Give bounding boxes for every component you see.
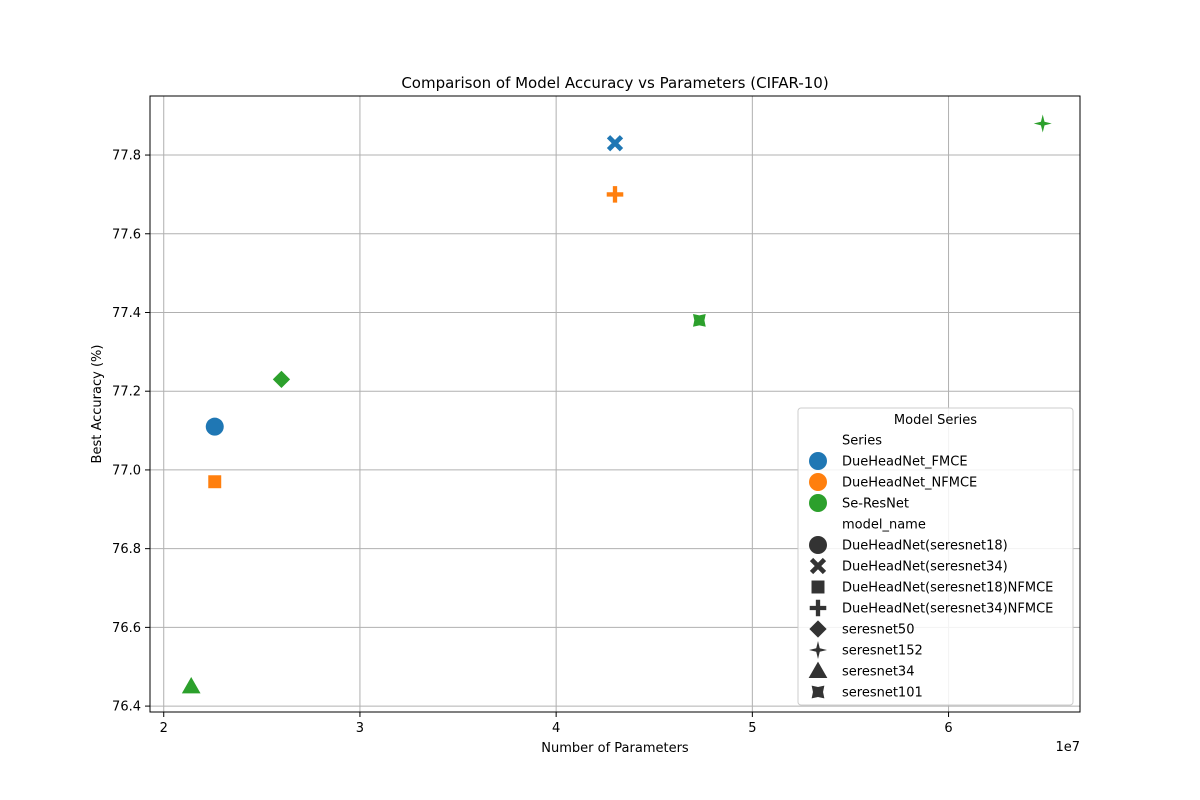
y-axis-label: Best Accuracy (%) (90, 345, 105, 464)
legend-entry-label: DueHeadNet(seresnet34) (842, 560, 1008, 575)
legend-marker-plus (809, 599, 827, 617)
legend-section-header: model_name (842, 518, 926, 533)
x-tick-label: 5 (748, 721, 756, 736)
legend: Model Series Series DueHeadNet_FMCE DueHea… (797, 407, 1074, 706)
y-tick-label: 77.4 (112, 306, 141, 321)
legend-entry-label: DueHeadNet(seresnet34)NFMCE (842, 602, 1053, 617)
x-tick-label: 3 (356, 721, 364, 736)
legend-entry-label: seresnet34 (842, 665, 914, 680)
y-tick-label: 76.4 (112, 700, 141, 715)
data-point-seresnet101 (693, 313, 706, 327)
data-points (181, 114, 1052, 694)
legend-entry-label: seresnet152 (842, 644, 923, 659)
legend-entry-label: seresnet50 (842, 623, 914, 638)
legend-entries: Series DueHeadNet_FMCE DueHeadNet_NFMCE Se-… (808, 434, 1053, 701)
grid (150, 96, 1080, 712)
legend-entry-label: DueHeadNet_FMCE (842, 455, 968, 470)
y-tick-label: 76.8 (112, 542, 141, 557)
legend-entry-label: DueHeadNet(seresnet18)NFMCE (842, 581, 1053, 596)
data-point-dueheadnet-seresnet18 (205, 417, 224, 436)
legend-marker-square (811, 580, 825, 594)
data-point-dueheadnet-seresnet18-nfmce (208, 475, 222, 489)
legend-marker-pinwheel (811, 685, 825, 699)
x-tick-label: 6 (944, 721, 952, 736)
chart-title: Comparison of Model Accuracy vs Paramete… (401, 74, 828, 92)
legend-box (797, 407, 1074, 706)
legend-marker-circle (809, 494, 827, 512)
axis-ticks: 2 3 4 5 6 76.4 76.6 76.8 77.0 77.2 77.4 77.6 77.8 (112, 149, 953, 736)
legend-marker-circle (809, 473, 827, 491)
legend-entry-label: Se-ResNet (842, 497, 909, 512)
x-axis-label: Number of Parameters (541, 741, 689, 756)
legend-entry-label: DueHeadNet_NFMCE (842, 476, 977, 491)
x-tick-label: 2 (160, 721, 168, 736)
data-point-seresnet50 (272, 370, 291, 389)
legend-entry-label: DueHeadNet(seresnet18) (842, 539, 1008, 554)
y-tick-label: 77.6 (112, 227, 141, 242)
legend-section-header: Series (842, 434, 882, 449)
y-tick-label: 77.2 (112, 385, 141, 400)
data-point-seresnet152 (1033, 114, 1052, 133)
legend-title: Model Series (894, 413, 977, 428)
x-tick-label: 4 (552, 721, 560, 736)
legend-marker-star4 (809, 641, 827, 659)
y-tick-label: 77.8 (112, 149, 141, 164)
legend-entry-label: seresnet101 (842, 686, 923, 701)
legend-marker-diamond (809, 620, 827, 638)
legend-marker-circle (809, 536, 827, 554)
legend-marker-x (809, 557, 827, 575)
legend-marker-triangle (808, 661, 828, 679)
data-point-dueheadnet-seresnet34-nfmce (606, 186, 624, 203)
legend-marker-circle (809, 452, 827, 470)
y-tick-label: 77.0 (112, 463, 141, 478)
data-point-dueheadnet-seresnet34 (606, 135, 624, 152)
data-point-seresnet34 (181, 677, 201, 694)
y-tick-label: 76.6 (112, 621, 141, 636)
x-axis-offset-label: 1e7 (1055, 740, 1080, 755)
plot-frame (149, 95, 1081, 713)
